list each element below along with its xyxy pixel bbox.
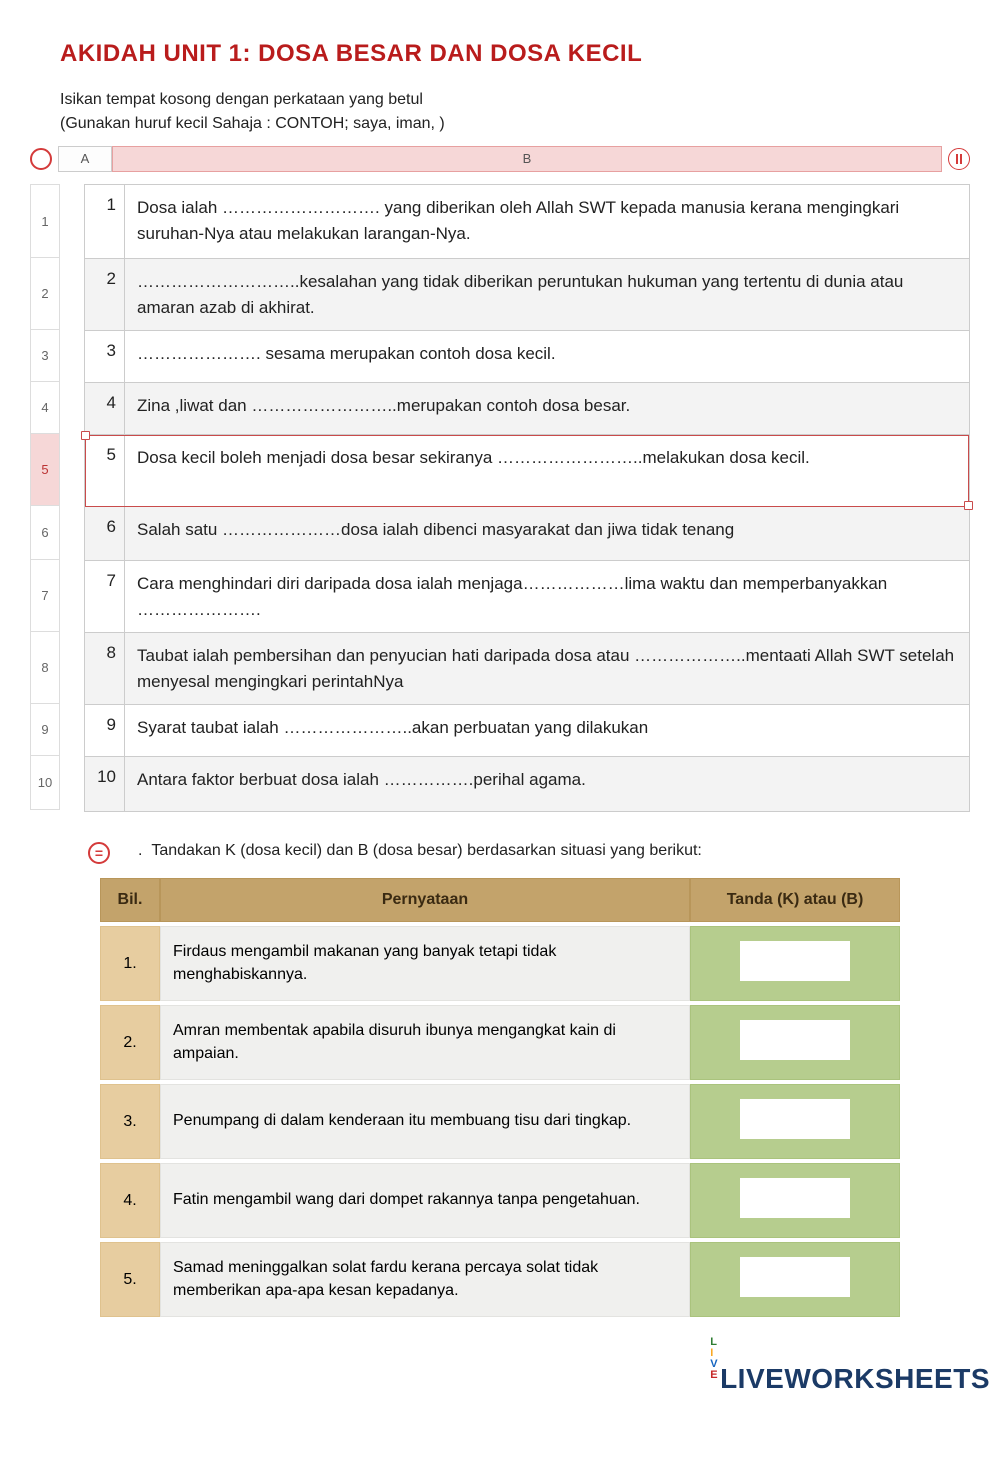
column-header-B[interactable]: B	[112, 146, 942, 172]
question-text[interactable]: Zina ,liwat dan ……………………..merupakan cont…	[125, 383, 969, 434]
equals-icon[interactable]: =	[88, 842, 110, 864]
instructions: Isikan tempat kosong dengan perkataan ya…	[60, 88, 940, 136]
kb-bil: 1.	[100, 926, 160, 1001]
question-number: 6	[85, 507, 125, 560]
row-number-gutter: 12345678910	[30, 184, 60, 812]
kb-bil: 5.	[100, 1242, 160, 1317]
answer-input[interactable]	[740, 1178, 850, 1218]
row-number[interactable]: 2	[30, 258, 60, 330]
kb-header-stmt: Pernyataan	[160, 878, 690, 922]
watermark: LIVE LIVEWORKSHEETS	[710, 1337, 990, 1395]
question-text[interactable]: Syarat taubat ialah …………………..akan perbua…	[125, 705, 969, 756]
answer-input[interactable]	[740, 941, 850, 981]
column-header-A[interactable]: A	[58, 146, 112, 172]
question-number: 3	[85, 331, 125, 382]
kb-bil: 2.	[100, 1005, 160, 1080]
kb-statement: Firdaus mengambil makanan yang banyak te…	[160, 926, 690, 1001]
kb-row: 1.Firdaus mengambil makanan yang banyak …	[100, 926, 900, 1001]
part2-instruction: . Tandakan K (dosa kecil) dan B (dosa be…	[90, 842, 940, 860]
question-number: 9	[85, 705, 125, 756]
question-number: 10	[85, 757, 125, 811]
question-row[interactable]: 7Cara menghindari diri daripada dosa ial…	[85, 561, 969, 633]
row-number[interactable]: 9	[30, 704, 60, 756]
kb-header-ans: Tanda (K) atau (B)	[690, 878, 900, 922]
kb-row: 2.Amran membentak apabila disuruh ibunya…	[100, 1005, 900, 1080]
question-row[interactable]: 9Syarat taubat ialah …………………..akan perbu…	[85, 705, 969, 757]
row-number[interactable]: 5	[30, 434, 60, 506]
kb-statement: Fatin mengambil wang dari dompet rakanny…	[160, 1163, 690, 1238]
question-text[interactable]: Antara faktor berbuat dosa ialah …………….p…	[125, 757, 969, 811]
question-text[interactable]: Dosa kecil boleh menjadi dosa besar seki…	[125, 435, 969, 506]
question-text[interactable]: ………………………..kesalahan yang tidak diberika…	[125, 259, 969, 330]
row-number[interactable]: 1	[30, 184, 60, 258]
kb-statement: Samad meninggalkan solat fardu kerana pe…	[160, 1242, 690, 1317]
question-text[interactable]: Dosa ialah ………………………. yang diberikan ole…	[125, 185, 969, 258]
kb-answer-cell[interactable]	[690, 1242, 900, 1317]
spreadsheet-area: A B 12345678910 1Dosa ialah ………………………. y…	[30, 146, 970, 812]
row-number[interactable]: 4	[30, 382, 60, 434]
question-number: 2	[85, 259, 125, 330]
pause-icon[interactable]	[948, 148, 970, 170]
kb-row: 5.Samad meninggalkan solat fardu kerana …	[100, 1242, 900, 1317]
question-number: 4	[85, 383, 125, 434]
kb-answer-cell[interactable]	[690, 1163, 900, 1238]
answer-input[interactable]	[740, 1099, 850, 1139]
column-headers-row: A B	[30, 146, 970, 172]
question-number: 7	[85, 561, 125, 632]
question-row[interactable]: 1Dosa ialah ………………………. yang diberikan ol…	[85, 185, 969, 259]
row-number[interactable]: 7	[30, 560, 60, 632]
question-text[interactable]: Cara menghindari diri daripada dosa iala…	[125, 561, 969, 632]
kb-bil: 3.	[100, 1084, 160, 1159]
kb-statement: Amran membentak apabila disuruh ibunya m…	[160, 1005, 690, 1080]
instructions-line2: (Gunakan huruf kecil Sahaja : CONTOH; sa…	[60, 115, 445, 132]
kb-answer-cell[interactable]	[690, 926, 900, 1001]
kb-answer-cell[interactable]	[690, 1005, 900, 1080]
kb-statement: Penumpang di dalam kenderaan itu membuan…	[160, 1084, 690, 1159]
kb-header-bil: Bil.	[100, 878, 160, 922]
answer-input[interactable]	[740, 1020, 850, 1060]
question-number: 5	[85, 435, 125, 506]
question-row[interactable]: 8Taubat ialah pembersihan dan penyucian …	[85, 633, 969, 705]
row-number[interactable]: 10	[30, 756, 60, 810]
kb-row: 4.Fatin mengambil wang dari dompet rakan…	[100, 1163, 900, 1238]
question-row[interactable]: 5Dosa kecil boleh menjadi dosa besar sek…	[85, 435, 969, 507]
question-row[interactable]: 4Zina ,liwat dan ……………………..merupakan con…	[85, 383, 969, 435]
question-row[interactable]: 3…………………. sesama merupakan contoh dosa k…	[85, 331, 969, 383]
grid: 12345678910 1Dosa ialah ………………………. yang …	[30, 184, 970, 812]
instructions-line1: Isikan tempat kosong dengan perkataan ya…	[60, 91, 423, 108]
question-number: 1	[85, 185, 125, 258]
row-number[interactable]: 8	[30, 632, 60, 704]
kb-answer-cell[interactable]	[690, 1084, 900, 1159]
row-number[interactable]: 3	[30, 330, 60, 382]
kb-table: Bil. Pernyataan Tanda (K) atau (B) 1.Fir…	[100, 874, 900, 1321]
question-text[interactable]: Salah satu …………………dosa ialah dibenci mas…	[125, 507, 969, 560]
question-text[interactable]: …………………. sesama merupakan contoh dosa ke…	[125, 331, 969, 382]
live-icon: LIVE	[710, 1337, 718, 1381]
kb-header-row: Bil. Pernyataan Tanda (K) atau (B)	[100, 878, 900, 922]
question-row[interactable]: 2………………………..kesalahan yang tidak diberik…	[85, 259, 969, 331]
record-icon[interactable]	[30, 148, 52, 170]
questions-table: 1Dosa ialah ………………………. yang diberikan ol…	[84, 184, 970, 812]
page-title: AKIDAH UNIT 1: DOSA BESAR DAN DOSA KECIL	[60, 40, 940, 68]
kb-bil: 4.	[100, 1163, 160, 1238]
kb-row: 3.Penumpang di dalam kenderaan itu membu…	[100, 1084, 900, 1159]
question-number: 8	[85, 633, 125, 704]
watermark-text: LIVEWORKSHEETS	[720, 1363, 990, 1394]
question-row[interactable]: 6Salah satu …………………dosa ialah dibenci ma…	[85, 507, 969, 561]
question-text[interactable]: Taubat ialah pembersihan dan penyucian h…	[125, 633, 969, 704]
answer-input[interactable]	[740, 1257, 850, 1297]
row-number[interactable]: 6	[30, 506, 60, 560]
question-row[interactable]: 10Antara faktor berbuat dosa ialah ………………	[85, 757, 969, 811]
